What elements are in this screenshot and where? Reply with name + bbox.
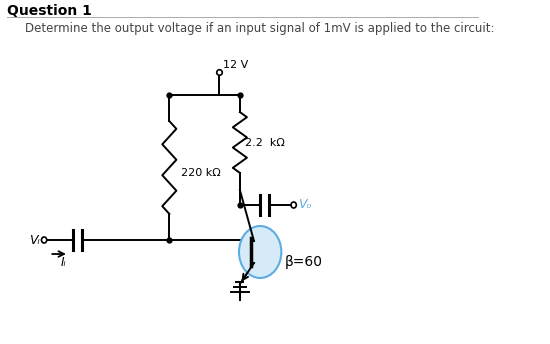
- Text: 12 V: 12 V: [223, 60, 249, 70]
- Text: Iᵢ: Iᵢ: [60, 256, 67, 269]
- Text: Vₒ: Vₒ: [298, 197, 312, 211]
- Text: Question 1: Question 1: [7, 4, 92, 18]
- Ellipse shape: [239, 226, 282, 278]
- Text: Vᵢ: Vᵢ: [29, 234, 40, 247]
- Text: β=60: β=60: [285, 255, 323, 269]
- Text: 2.2  kΩ: 2.2 kΩ: [245, 138, 285, 148]
- Text: Determine the output voltage if an input signal of 1mV is applied to the circuit: Determine the output voltage if an input…: [25, 22, 494, 35]
- Text: 220 kΩ: 220 kΩ: [181, 168, 221, 178]
